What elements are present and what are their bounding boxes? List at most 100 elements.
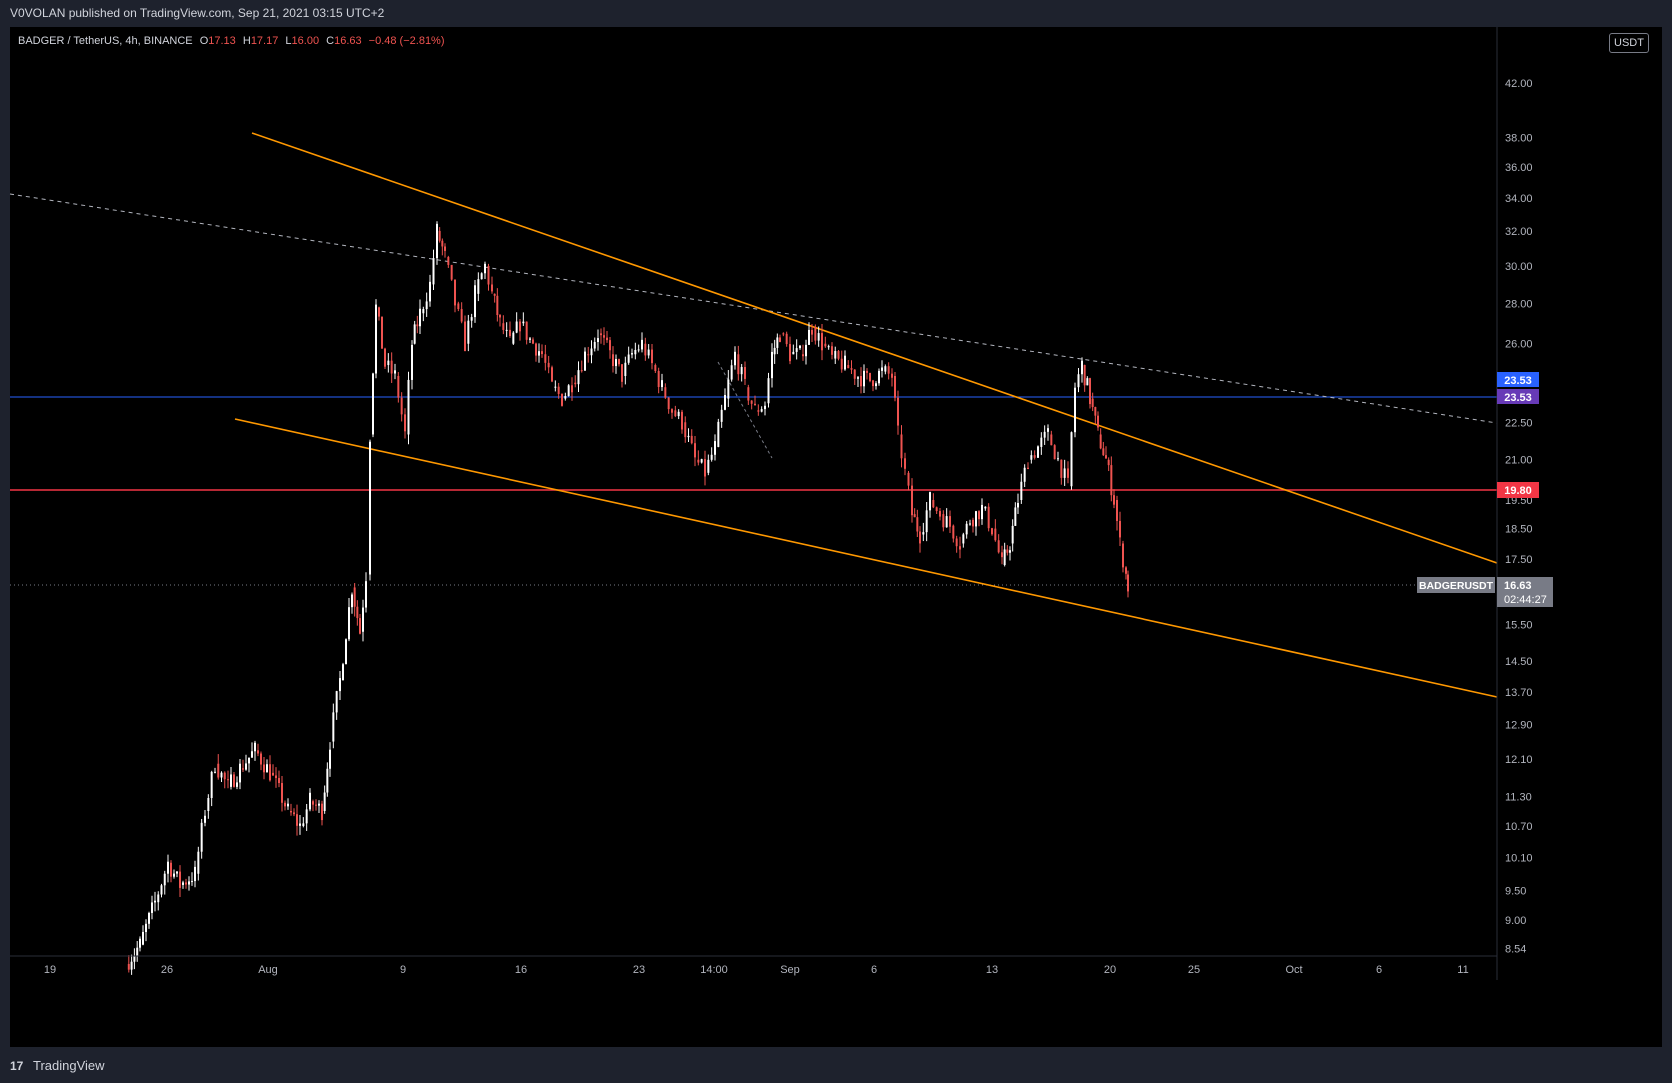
candle-body (1127, 574, 1129, 592)
candle-body (671, 409, 673, 413)
candle-body (939, 511, 941, 517)
candle-body (704, 459, 706, 477)
candle-body (272, 772, 274, 776)
candle-body (1014, 507, 1017, 526)
candle-body (450, 264, 453, 280)
candle-body (332, 712, 335, 742)
candle-body (707, 459, 710, 473)
open-value: 17.13 (208, 35, 236, 47)
candle-body (544, 354, 547, 363)
candle-body (538, 351, 540, 356)
candle-body (847, 365, 850, 369)
candle-body (348, 607, 350, 640)
y-tick-label: 22.50 (1505, 417, 1533, 429)
candle-body (142, 931, 144, 945)
lower-trendline[interactable] (234, 418, 1498, 698)
candle-body (554, 386, 557, 388)
candle-body (837, 351, 840, 359)
candle-body (362, 607, 364, 632)
candle-body (606, 337, 608, 341)
candle-body (887, 366, 890, 374)
candle-body (1102, 448, 1105, 456)
candle-body (929, 492, 931, 511)
published-text: V0VOLAN published on TradingView.com, Se… (10, 6, 385, 20)
candle-body (263, 764, 265, 773)
candle-body (245, 763, 247, 770)
candle-body (287, 803, 289, 807)
candle-body (631, 353, 633, 355)
candle-body (1050, 434, 1053, 446)
open-key: O (199, 35, 209, 47)
y-tick-label: 13.70 (1505, 687, 1533, 699)
candle-body (949, 516, 951, 527)
candle-body (1040, 437, 1043, 447)
candle-body (251, 751, 253, 758)
candle-body (411, 344, 413, 380)
chart-area[interactable] (10, 27, 1662, 1047)
y-tick-label: 15.50 (1505, 620, 1533, 632)
candle-body (684, 422, 687, 438)
candle-body (299, 823, 301, 826)
candle-body (547, 362, 550, 368)
candle-body (911, 485, 913, 516)
candle-body (891, 373, 893, 378)
y-tick-label: 34.00 (1505, 193, 1533, 205)
candle-body (637, 349, 640, 351)
candle-body (1094, 407, 1097, 416)
candle-body (163, 873, 166, 886)
candle-body (275, 775, 277, 779)
candle-body (795, 348, 798, 352)
candle-body (356, 606, 359, 619)
candle-body (664, 387, 667, 398)
footer: 17 TradingView (0, 1048, 1672, 1083)
candle-body (223, 772, 226, 780)
dashed-trendline[interactable] (9, 193, 1498, 424)
candle-body (747, 387, 750, 401)
candle-body (785, 333, 788, 345)
candle-body (496, 295, 499, 316)
x-tick-label: Oct (1285, 964, 1302, 976)
candle-body (1067, 468, 1069, 478)
candle-body (814, 327, 817, 341)
candle-body (644, 343, 647, 356)
candle-body (647, 349, 650, 356)
dashed-minor-line[interactable] (717, 361, 773, 459)
candle-body (381, 316, 383, 349)
candle-body (133, 955, 136, 962)
candle-body (467, 320, 470, 344)
candle-body (305, 809, 308, 824)
candle-body (394, 370, 396, 374)
currency-unit-badge[interactable]: USDT (1609, 33, 1649, 53)
candlestick-series (127, 221, 1129, 975)
candle-body (145, 923, 147, 932)
candle-body (694, 443, 696, 458)
red-price-tag (1497, 482, 1539, 498)
candle-body (919, 531, 921, 544)
candle-body (447, 257, 450, 265)
candle-body (1023, 467, 1026, 482)
upper-trendline[interactable] (251, 132, 1498, 564)
candle-body (136, 947, 139, 956)
candle-body (717, 421, 720, 447)
x-tick-label: 9 (400, 964, 406, 976)
candle-body (127, 963, 130, 970)
candle-body (1099, 434, 1102, 449)
y-tick-label: 9.00 (1505, 915, 1526, 927)
candle-body (975, 511, 977, 527)
candle-body (609, 340, 611, 351)
candle-body (326, 768, 329, 793)
candle-body (179, 871, 181, 888)
candle-body (214, 771, 216, 773)
y-tick-label: 18.50 (1505, 524, 1533, 536)
candle-body (760, 409, 763, 412)
candle-body (464, 321, 466, 352)
candle-body (1030, 455, 1033, 460)
candle-body (621, 364, 623, 382)
candle-body (248, 757, 250, 764)
candle-body (1081, 360, 1083, 375)
candle-body (284, 802, 286, 807)
candle-body (634, 350, 637, 355)
y-tick-label: 9.50 (1505, 886, 1526, 898)
candle-body (935, 507, 938, 512)
